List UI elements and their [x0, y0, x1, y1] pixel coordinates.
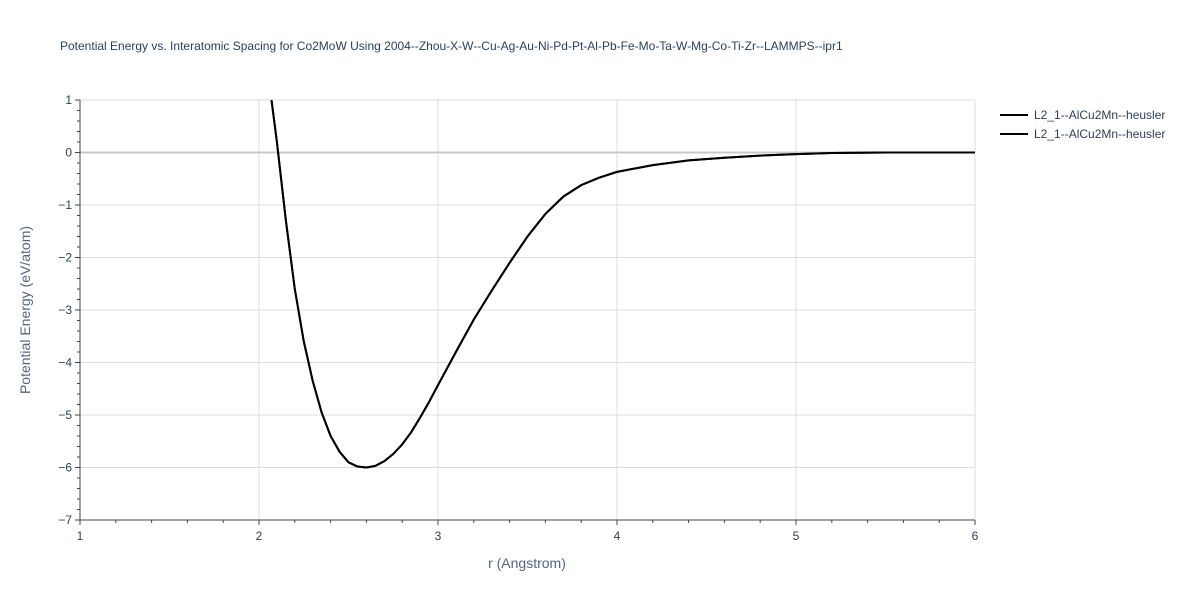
- series-line-2[interactable]: [270, 100, 976, 469]
- x-axis-title: r (Angstrom): [488, 555, 566, 571]
- y-tick-label: −1: [58, 198, 72, 212]
- x-tick-label: 1: [77, 529, 84, 543]
- plot-layer: [270, 100, 976, 469]
- series-line-1[interactable]: [270, 100, 976, 469]
- y-tick-label: 0: [65, 146, 72, 160]
- x-tick-label: 2: [256, 529, 263, 543]
- y-axis-title: Potential Energy (eV/atom): [17, 226, 33, 394]
- axes-layer: 1 2 3 4 5 6 1 0 −1 −2 −3 −4 −5 −6 −7: [58, 93, 978, 543]
- y-tick-label: −2: [58, 251, 72, 265]
- chart-title: Potential Energy vs. Interatomic Spacing…: [60, 39, 843, 53]
- x-tick-label: 3: [435, 529, 442, 543]
- legend-label-2[interactable]: L2_1--AlCu2Mn--heusler: [1034, 127, 1165, 141]
- y-tick-label: 1: [65, 93, 72, 107]
- y-tick-label: −4: [58, 356, 72, 370]
- x-tick-label: 6: [972, 529, 979, 543]
- y-tick-label: −3: [58, 303, 72, 317]
- y-tick-label: −7: [58, 513, 72, 527]
- x-tick-label: 4: [614, 529, 621, 543]
- legend[interactable]: L2_1--AlCu2Mn--heusler L2_1--AlCu2Mn--heu…: [1000, 108, 1165, 141]
- legend-label-1[interactable]: L2_1--AlCu2Mn--heusler: [1034, 108, 1165, 122]
- y-tick-label: −5: [58, 408, 72, 422]
- y-tick-label: −6: [58, 461, 72, 475]
- x-tick-label: 5: [793, 529, 800, 543]
- grid-layer: [80, 99, 976, 520]
